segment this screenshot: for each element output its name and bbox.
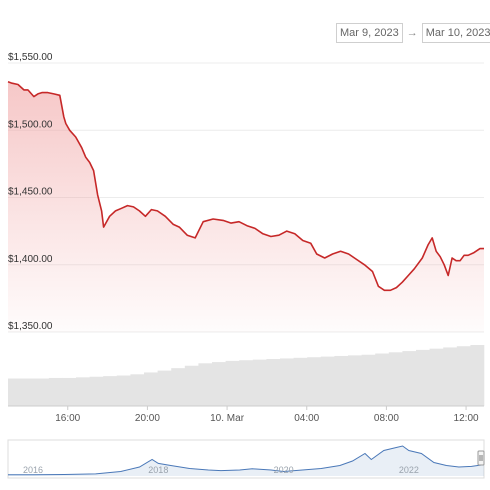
volume-bar <box>35 378 50 406</box>
navigator-frame <box>7 439 485 479</box>
volume-bar <box>252 359 267 406</box>
volume-bar <box>402 351 417 406</box>
volume-bar <box>416 349 430 406</box>
price-line <box>7 81 484 292</box>
volume-bar <box>388 352 403 406</box>
x-tick-label: 16:00 <box>55 413 80 424</box>
x-tick-label: 20:00 <box>135 413 160 424</box>
navigator[interactable]: 2016 2018 2020 2022 <box>7 439 485 479</box>
x-tick-label: 12:00 <box>454 413 479 424</box>
volume-bar <box>470 345 485 406</box>
volume-bar <box>429 348 444 406</box>
y-axis-labels: $1,550.00 $1,500.00 $1,450.00 $1,400.00 $1,3… <box>8 52 53 332</box>
volume-bar <box>76 377 90 406</box>
volume-bar <box>144 372 158 406</box>
x-tick-label: 08:00 <box>374 413 399 424</box>
navigator-year-label: 2018 <box>148 465 168 475</box>
volume-bar <box>130 374 145 406</box>
volume-bar <box>456 346 471 406</box>
volume-bar <box>320 356 335 406</box>
navigator-line <box>8 445 485 476</box>
volume-bar <box>212 362 226 406</box>
navigator-year-label: 2016 <box>23 465 43 475</box>
volume-bar <box>62 377 77 406</box>
volume-bar <box>266 359 281 406</box>
volume-bar <box>198 363 213 406</box>
volume-bar <box>48 377 63 406</box>
navigator-year-label: 2020 <box>274 465 294 475</box>
volume-bar <box>21 378 36 406</box>
x-axis-labels: 16:00 20:00 10. Mar 04:00 08:00 12:00 <box>55 406 479 424</box>
volume-bars <box>8 345 485 406</box>
date-to-input[interactable]: Mar 10, 2023 <box>421 23 490 43</box>
volume-bar <box>361 354 376 406</box>
y-tick-label: $1,350.00 <box>8 321 53 332</box>
date-from-input[interactable]: Mar 9, 2023 <box>336 23 403 43</box>
volume-bar <box>443 347 458 406</box>
y-tick-label: $1,450.00 <box>8 187 53 198</box>
volume-bar <box>184 365 199 406</box>
volume-bar <box>280 358 294 406</box>
volume-bar <box>293 357 308 406</box>
volume-bar <box>307 357 322 406</box>
volume-bar <box>116 375 131 406</box>
price-area-fill <box>8 81 484 332</box>
y-tick-label: $1,500.00 <box>8 119 53 130</box>
volume-bar <box>171 368 186 406</box>
volume-bar <box>375 353 390 406</box>
volume-bar <box>8 378 22 406</box>
volume-bar <box>348 355 362 406</box>
volume-bar <box>157 370 172 406</box>
y-tick-label: $1,400.00 <box>8 254 53 265</box>
x-tick-label: 04:00 <box>294 413 319 424</box>
volume-bar <box>239 360 254 406</box>
volume-bar <box>334 355 349 406</box>
navigator-handle[interactable] <box>477 450 485 466</box>
volume-bar <box>225 360 240 406</box>
date-range-selector: Mar 9, 2023 → Mar 10, 2023 <box>336 23 490 43</box>
arrow-right-icon: → <box>406 27 418 39</box>
volume-bar <box>103 376 118 406</box>
volume-bar <box>89 376 104 406</box>
navigator-year-label: 2022 <box>399 465 419 475</box>
navigator-year-labels: 2016 2018 2020 2022 <box>23 465 419 475</box>
x-tick-label: 10. Mar <box>210 413 245 424</box>
y-tick-label: $1,550.00 <box>8 52 53 63</box>
